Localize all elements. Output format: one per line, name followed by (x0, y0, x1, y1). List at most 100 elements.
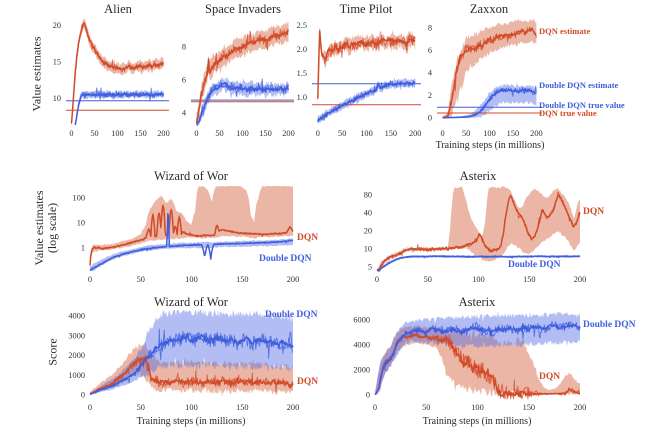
time-pilot-xtick-150: 150 (385, 129, 397, 138)
wizard-of-wor-value-xtick-0: 0 (88, 275, 92, 284)
asterix-score-dqn-band (375, 324, 580, 398)
chart-title-asterix-score: Asterix (458, 295, 496, 309)
time-pilot-xtick-200: 200 (409, 129, 421, 138)
chart-title-alien: Alien (104, 2, 132, 16)
asterix-score-ytick-6000: 6000 (353, 316, 370, 325)
asterix-value-ytick-20: 20 (364, 227, 372, 236)
asterix-score-xtick-150: 150 (523, 403, 535, 412)
chart-title-space-invaders: Space Invaders (204, 2, 282, 16)
wizard-of-wor-score-xtick-200: 200 (287, 403, 299, 412)
zaxxon-xtick-200: 200 (530, 129, 542, 138)
asterix-value-dqn-line (376, 194, 581, 272)
asterix-value-label-dqn: DQN (583, 207, 605, 217)
alien-xtick-150: 150 (134, 129, 146, 138)
asterix-value-xtick-200: 200 (574, 275, 586, 284)
wizard-of-wor-score-ytick-1000: 1000 (68, 371, 85, 380)
row2-y-axis-label-line2: (log scale) (45, 202, 59, 254)
time-pilot-double-dqn-estimate-line (317, 81, 416, 123)
alien-dqn-estimate-line (70, 22, 165, 124)
zaxxon-double-dqn-estimate-line (442, 87, 537, 119)
space-invaders-dqn-estimate-band (196, 21, 289, 125)
zaxxon-xtick-150: 150 (507, 129, 519, 138)
time-pilot-xtick-50: 50 (338, 129, 346, 138)
chart-title-zaxxon: Zaxxon (469, 2, 509, 16)
wizard-of-wor-score-xtick-150: 150 (236, 403, 248, 412)
wizard-of-wor-value-ytick-100: 100 (73, 194, 85, 203)
asterix-value-ytick-10: 10 (364, 245, 372, 254)
zaxxon-ytick-6: 6 (428, 46, 432, 55)
asterix-score-double-dqn-line (374, 323, 581, 396)
space-invaders-xtick-0: 0 (194, 129, 198, 138)
time-pilot-ytick-1.5: 1.5 (297, 69, 307, 78)
row3-x-axis-label-right: Training steps (in millions) (422, 416, 532, 427)
asterix-score-ytick-4000: 4000 (353, 341, 370, 350)
row3-y-axis-label: Score (45, 338, 60, 366)
wizard-of-wor-score-dqn-band (90, 342, 293, 397)
alien-xtick-100: 100 (111, 129, 123, 138)
asterix-score-xtick-50: 50 (422, 403, 430, 412)
wizard-of-wor-value-label-dqn: DQN (297, 233, 319, 243)
alien-xtick-200: 200 (157, 129, 169, 138)
space-invaders-xtick-150: 150 (259, 129, 271, 138)
row2-y-axis-label: Value estimates (log scale) (32, 191, 59, 266)
wizard-of-wor-value-xtick-100: 100 (185, 275, 197, 284)
zaxxon-ytick-0: 0 (428, 114, 432, 123)
wizard-of-wor-score-label-double-dqn: Double DQN (265, 310, 318, 320)
asterix-value-double-dqn-line (376, 255, 581, 271)
asterix-value-xtick-50: 50 (424, 275, 432, 284)
wizard-of-wor-score-double-dqn-line (89, 333, 294, 395)
wizard-of-wor-value-label-double-dqn: Double DQN (259, 254, 312, 264)
zaxxon-xtick-100: 100 (483, 129, 495, 138)
time-pilot-ytick-2.0: 2.0 (297, 45, 307, 54)
alien-ytick-20: 20 (53, 21, 61, 30)
zaxxon-xtick-50: 50 (462, 129, 470, 138)
asterix-score-ytick-2000: 2000 (353, 366, 370, 375)
zaxxon-label-double-dqn-estimate: Double DQN estimate (539, 80, 619, 90)
wizard-of-wor-value-dqn-line (89, 204, 294, 266)
row1-y-axis-label: Value estimates (29, 36, 44, 112)
alien-dqn-estimate-band (71, 18, 164, 125)
chart-title-asterix-value: Asterix (459, 169, 497, 183)
wizard-of-wor-score-ytick-4000: 4000 (68, 312, 85, 321)
asterix-value-xtick-0: 0 (375, 275, 379, 284)
time-pilot-double-dqn-estimate-band (317, 77, 416, 124)
row3-x-axis-label-left: Training steps (in millions) (136, 416, 246, 427)
asterix-value-label-double-dqn: Double DQN (508, 260, 561, 270)
wizard-of-wor-value-xtick-50: 50 (137, 275, 145, 284)
time-pilot-xtick-100: 100 (360, 129, 372, 138)
asterix-value-ytick-80: 80 (364, 191, 372, 200)
alien-ytick-15: 15 (53, 58, 61, 67)
wizard-of-wor-value-xtick-150: 150 (236, 275, 248, 284)
zaxxon-label-dqn-true-value: DQN true value (539, 108, 597, 118)
asterix-score-xtick-200: 200 (574, 403, 586, 412)
wizard-of-wor-score-xtick-0: 0 (88, 403, 92, 412)
row1-x-axis-label: Training steps (in millions) (435, 140, 545, 151)
zaxxon-dqn-estimate-band (442, 18, 537, 119)
space-invaders-double-dqn-estimate-line (196, 82, 290, 126)
wizard-of-wor-value-dqn-band (90, 186, 293, 269)
space-invaders-double-dqn-estimate-band (196, 76, 289, 125)
wizard-of-wor-score-label-dqn: DQN (297, 377, 319, 387)
space-invaders-ytick-4: 4 (182, 109, 187, 118)
asterix-value-dqn-band (377, 186, 580, 271)
asterix-value-xtick-100: 100 (472, 275, 484, 284)
alien-xtick-0: 0 (69, 129, 73, 138)
asterix-score-xtick-100: 100 (471, 403, 483, 412)
space-invaders-ytick-6: 6 (182, 76, 186, 85)
wizard-of-wor-value-ytick-1: 1 (81, 244, 85, 253)
wizard-of-wor-value-double-dqn-line (89, 213, 294, 271)
time-pilot-ytick-2.5: 2.5 (297, 21, 307, 30)
wizard-of-wor-value-ytick-10: 10 (77, 219, 85, 228)
space-invaders-xtick-50: 50 (215, 129, 223, 138)
space-invaders-dqn-estimate-line (195, 30, 289, 124)
zaxxon-ytick-2: 2 (428, 91, 432, 100)
wizard-of-wor-score-xtick-50: 50 (137, 403, 145, 412)
alien-double-dqn-estimate-line (74, 92, 165, 126)
wizard-of-wor-score-xtick-100: 100 (185, 403, 197, 412)
zaxxon-ytick-8: 8 (428, 24, 432, 33)
zaxxon-ytick-4: 4 (428, 69, 433, 78)
asterix-score-dqn-line (374, 334, 581, 398)
wizard-of-wor-score-ytick-0: 0 (81, 391, 85, 400)
